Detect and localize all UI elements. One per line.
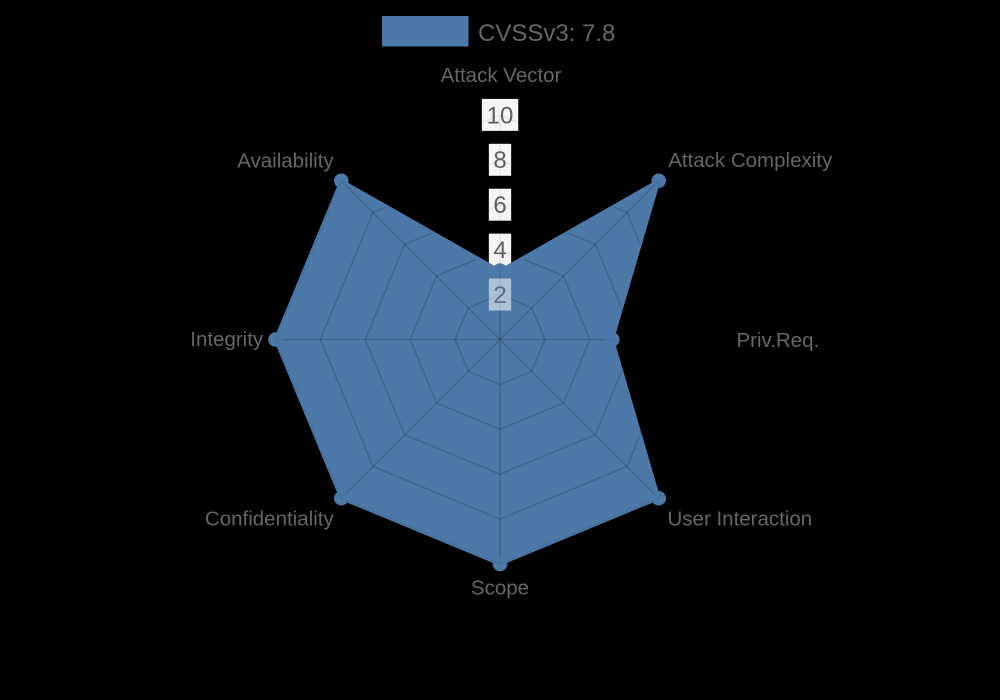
svg-text:User Interaction: User Interaction bbox=[668, 508, 813, 531]
svg-text:Availability: Availability bbox=[237, 150, 334, 173]
svg-text:CVSSv3: 7.8: CVSSv3: 7.8 bbox=[478, 20, 615, 47]
svg-text:6: 6 bbox=[493, 192, 506, 219]
svg-text:Priv.Req.: Priv.Req. bbox=[737, 329, 820, 352]
svg-text:Attack Vector: Attack Vector bbox=[441, 64, 562, 87]
svg-text:8: 8 bbox=[493, 147, 506, 174]
svg-text:Confidentiality: Confidentiality bbox=[205, 507, 335, 530]
svg-text:Integrity: Integrity bbox=[190, 328, 264, 351]
svg-text:2: 2 bbox=[493, 282, 506, 309]
svg-text:Scope: Scope bbox=[471, 577, 529, 600]
svg-text:4: 4 bbox=[493, 237, 506, 264]
svg-text:10: 10 bbox=[487, 102, 514, 129]
svg-text:Attack Complexity: Attack Complexity bbox=[668, 149, 833, 172]
